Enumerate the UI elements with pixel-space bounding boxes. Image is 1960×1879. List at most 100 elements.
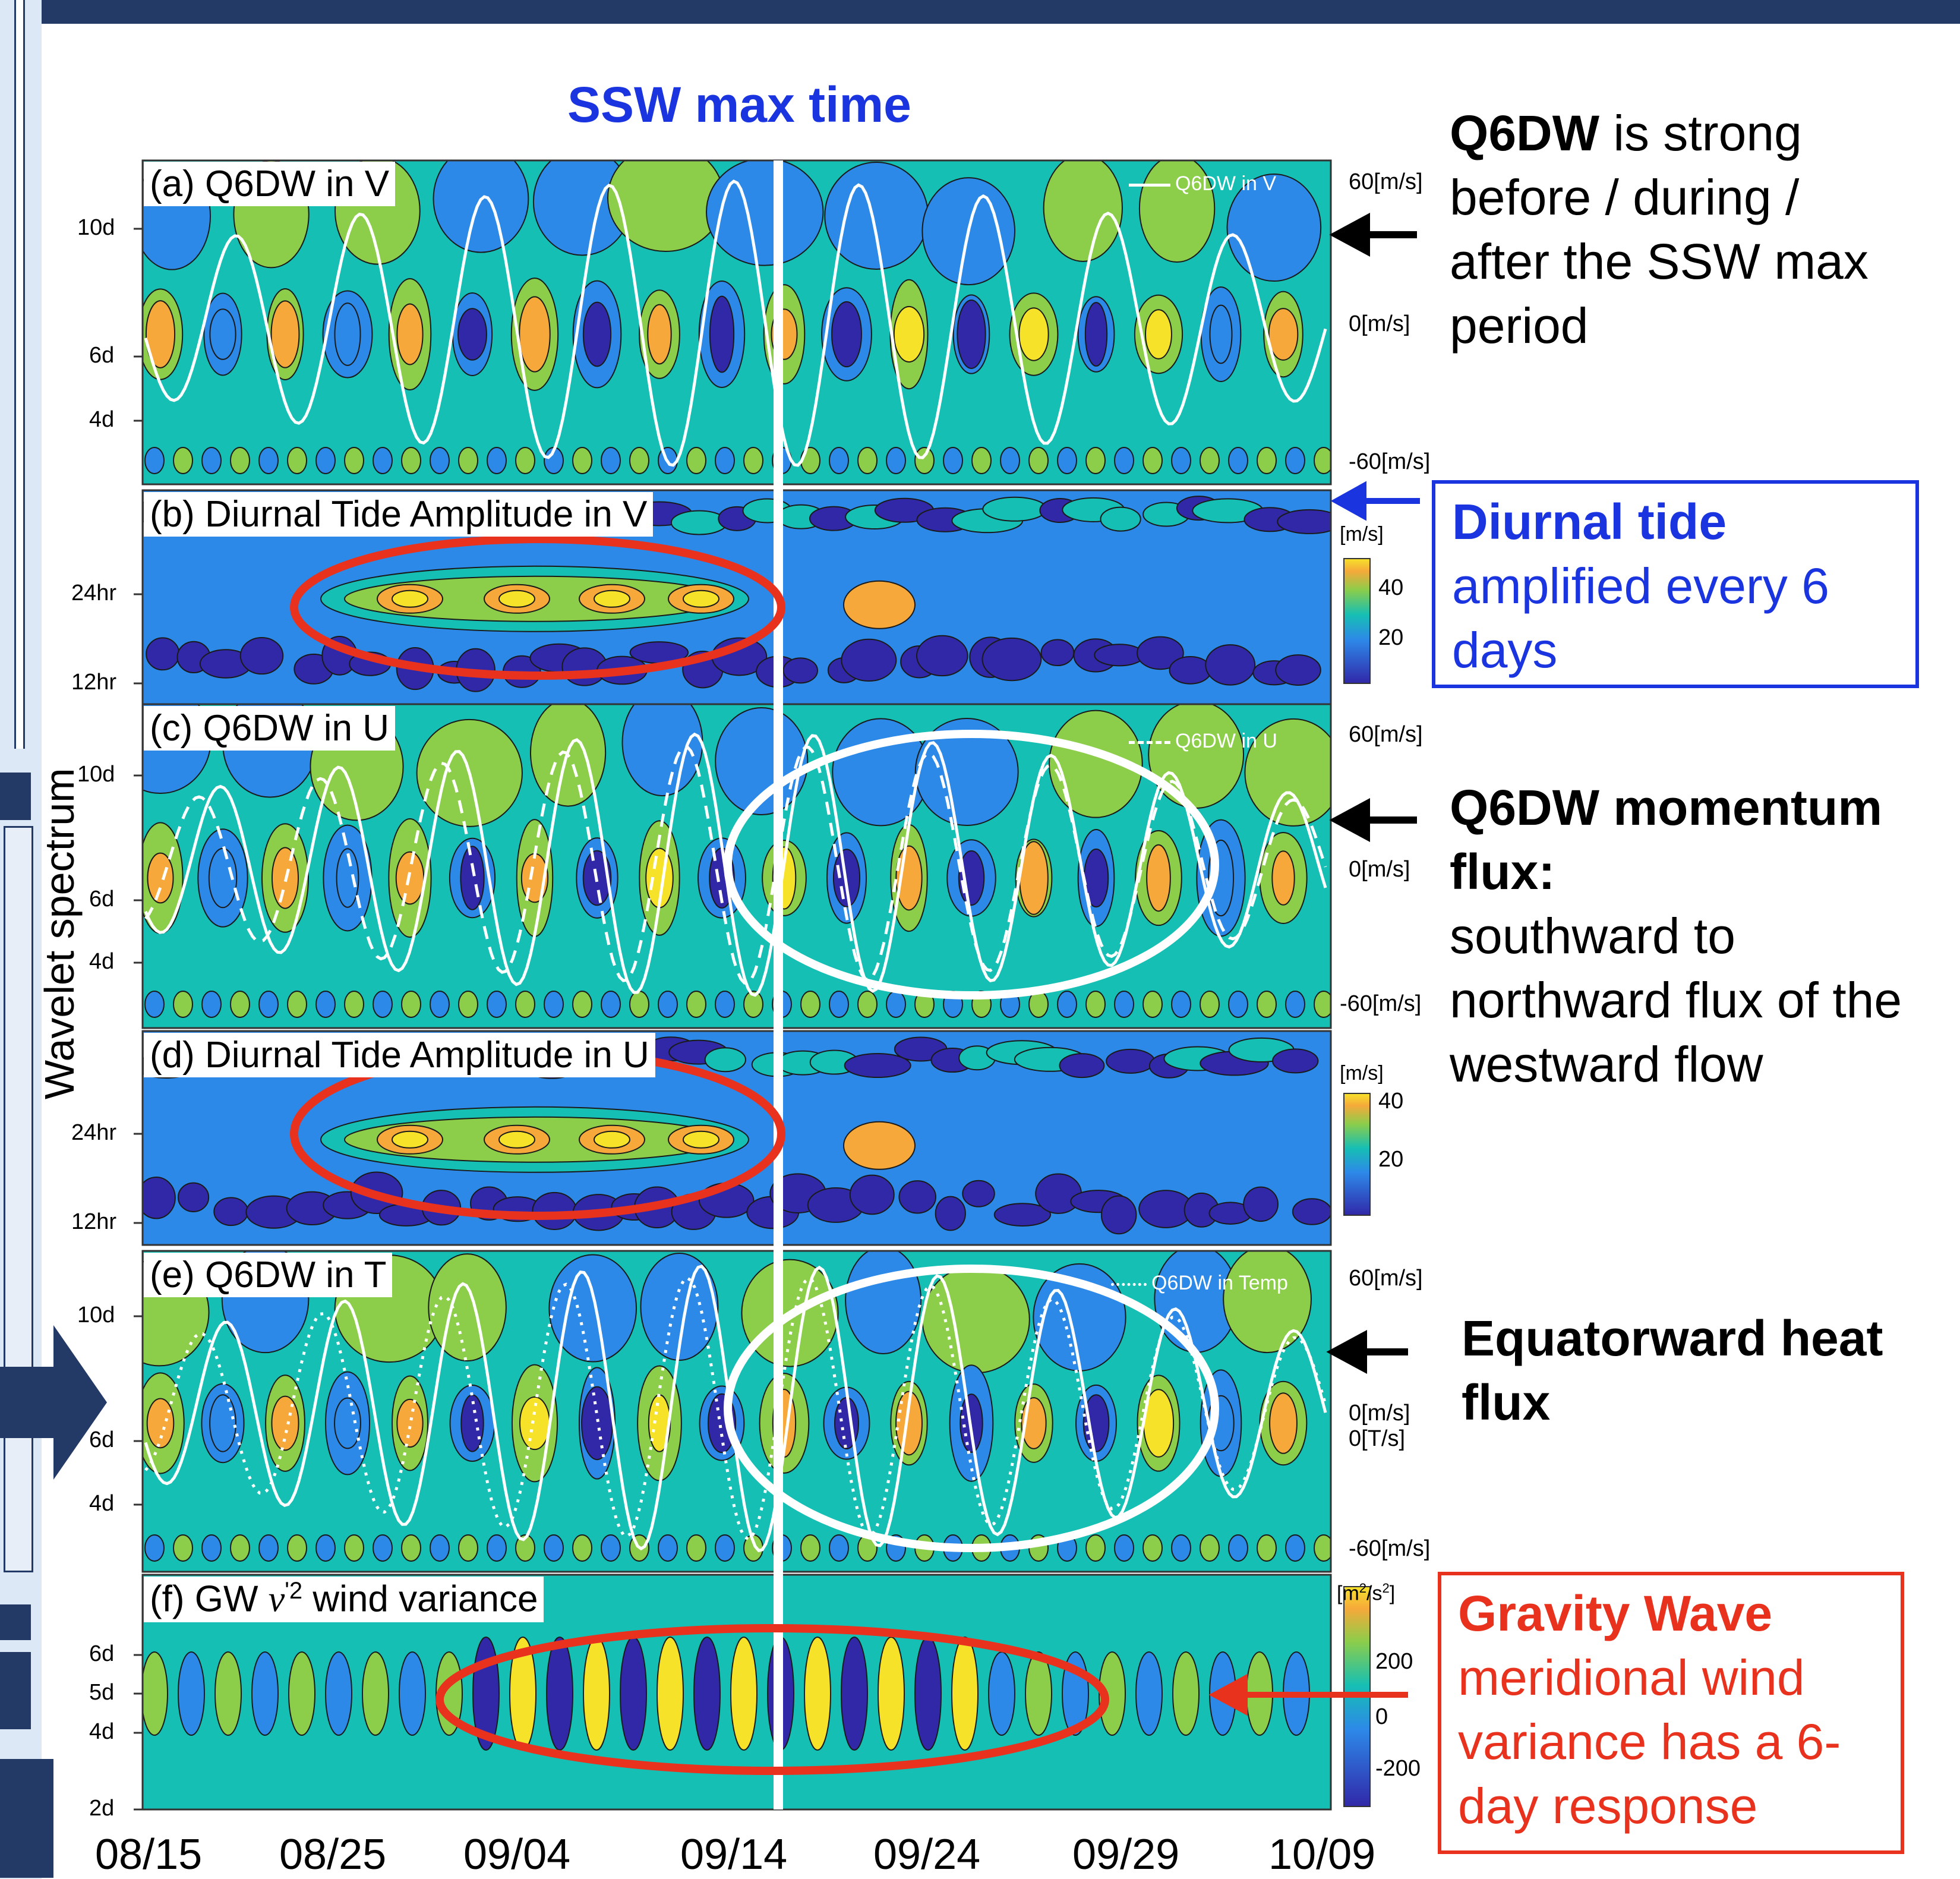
contour-blob — [845, 1251, 922, 1355]
panel-d-title: (d) Diurnal Tide Amplitude in U — [144, 1033, 655, 1077]
contour-blob — [1269, 1392, 1298, 1454]
contour-blob — [1171, 1534, 1191, 1562]
contour-blob — [857, 991, 878, 1018]
annotation-diurnal-box: Diurnal tide amplified every 6 days — [1432, 480, 1919, 688]
contour-blob — [460, 846, 485, 910]
contour-blob — [362, 1651, 389, 1736]
contour-blob — [1145, 309, 1172, 360]
contour-blob — [951, 1637, 979, 1751]
highlight-ellipse-c — [724, 730, 1219, 1000]
contour-blob — [895, 1391, 923, 1456]
ytick-c-6d: 6d — [89, 887, 115, 912]
contour-blob — [1057, 447, 1077, 474]
right-label-e-neg60: -60[m/s] — [1349, 1536, 1431, 1561]
ytick-b-12hr: 12hr — [71, 670, 117, 695]
ssw-max-title: SSW max time — [567, 77, 911, 133]
contour-blob — [430, 991, 450, 1018]
panel-e-title: (e) Q6DW in T — [144, 1253, 393, 1297]
contour-blob — [458, 447, 478, 474]
contour-blob — [201, 991, 222, 1018]
contour-blob — [1228, 991, 1248, 1018]
contour-blob — [594, 589, 630, 608]
legend-a: Q6DW in V — [1129, 172, 1276, 196]
contour-blob — [829, 447, 849, 474]
left-frame-block-3 — [0, 1652, 31, 1729]
contour-blob — [1277, 509, 1331, 534]
contour-blob — [1268, 308, 1299, 361]
q6dw-v-line — [144, 179, 1327, 467]
contour-blob — [373, 1534, 393, 1562]
legend-c: Q6DW in U — [1129, 730, 1277, 753]
contour-blob — [1142, 1534, 1163, 1562]
contour-blob — [921, 1265, 1030, 1374]
contour-blob — [601, 1534, 621, 1562]
arrow-f-icon — [1208, 1673, 1408, 1716]
contour-blob — [1200, 1534, 1220, 1562]
contour-blob — [601, 447, 621, 474]
colorbar-d — [1343, 1093, 1371, 1216]
arrow-b-icon — [1330, 481, 1420, 521]
contour-blob — [1040, 639, 1075, 667]
contour-blob — [1114, 1534, 1134, 1562]
contour-blob — [214, 1651, 242, 1736]
contour-blob — [251, 1651, 279, 1736]
contour-blob — [658, 1534, 678, 1562]
colorbar-f-tick-0: 0 — [1375, 1704, 1388, 1729]
xtick-1009: 10/09 — [1268, 1831, 1376, 1878]
contour-blob — [1057, 991, 1077, 1018]
contour-blob — [582, 301, 612, 367]
ytick-c-10d: 10d — [77, 762, 115, 787]
contour-blob — [1275, 654, 1321, 686]
left-frame-block-2 — [0, 1604, 31, 1640]
q6dw-u-dashed-line — [144, 745, 1327, 985]
contour-blob — [1271, 850, 1295, 906]
contour-blob — [1272, 1048, 1319, 1074]
colorbar-d-tick-40: 40 — [1378, 1089, 1404, 1114]
contour-blob — [1085, 991, 1106, 1018]
ytick-f-6d: 6d — [89, 1641, 115, 1666]
ytick-a-10d: 10d — [77, 215, 115, 240]
contour-blob — [515, 447, 535, 474]
left-frame-strip — [14, 0, 25, 749]
contour-blob — [270, 300, 300, 368]
contour-blob — [239, 636, 284, 675]
contour-blob — [1171, 991, 1191, 1018]
contour-blob — [1200, 991, 1220, 1018]
contour-blob — [519, 296, 551, 373]
contour-blob — [629, 447, 649, 474]
right-label-c-neg60: -60[m/s] — [1340, 991, 1422, 1016]
panel-f-title-var: v — [268, 1579, 285, 1620]
contour-blob — [1285, 447, 1305, 474]
contour-blob — [1243, 1186, 1279, 1222]
contour-blob — [1025, 1651, 1052, 1736]
contour-blob — [829, 1534, 849, 1562]
xtick-0815: 08/15 — [95, 1831, 203, 1878]
contour-blob — [487, 1534, 507, 1562]
contour-blob — [857, 447, 878, 474]
contour-blob — [704, 1047, 746, 1073]
contour-blob — [1100, 506, 1141, 532]
contour-blob — [993, 1203, 1052, 1227]
contour-blob — [146, 637, 180, 671]
contour-blob — [962, 1180, 995, 1208]
highlight-ellipse-f — [435, 1624, 1109, 1775]
contour-blob — [396, 303, 424, 365]
contour-blob — [143, 1651, 168, 1736]
right-label-a-60: 60[m/s] — [1349, 169, 1423, 194]
contour-blob — [1314, 1534, 1331, 1562]
contour-blob — [457, 308, 487, 361]
contour-blob — [287, 991, 307, 1018]
contour-blob — [581, 1386, 613, 1461]
ytick-c-4d: 4d — [89, 949, 115, 974]
contour-blob — [601, 991, 621, 1018]
highlight-ellipse-e — [724, 1265, 1219, 1552]
xtick-0914: 09/14 — [680, 1831, 788, 1878]
contour-blob — [647, 304, 672, 365]
contour-blob — [715, 707, 809, 816]
contour-blob — [914, 447, 935, 474]
ytick-e-10d: 10d — [77, 1303, 115, 1328]
contour-blob — [201, 1534, 222, 1562]
contour-blob — [1114, 447, 1134, 474]
contour-blob — [1228, 447, 1248, 474]
arrow-e-icon — [1326, 1329, 1408, 1374]
